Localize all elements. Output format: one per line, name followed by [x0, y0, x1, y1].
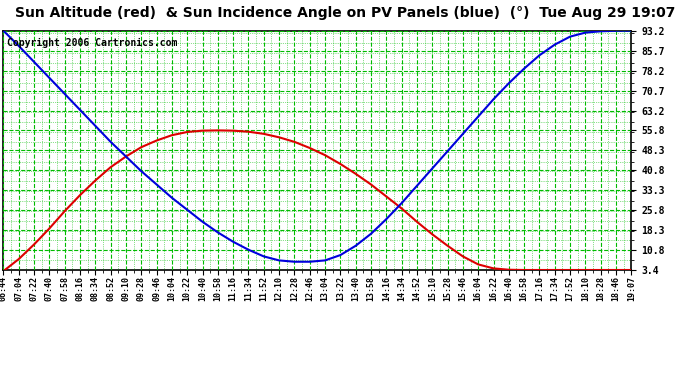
Text: Sun Altitude (red)  & Sun Incidence Angle on PV Panels (blue)  (°)  Tue Aug 29 1: Sun Altitude (red) & Sun Incidence Angle… — [14, 6, 676, 20]
Text: Copyright 2006 Cartronics.com: Copyright 2006 Cartronics.com — [7, 38, 177, 48]
